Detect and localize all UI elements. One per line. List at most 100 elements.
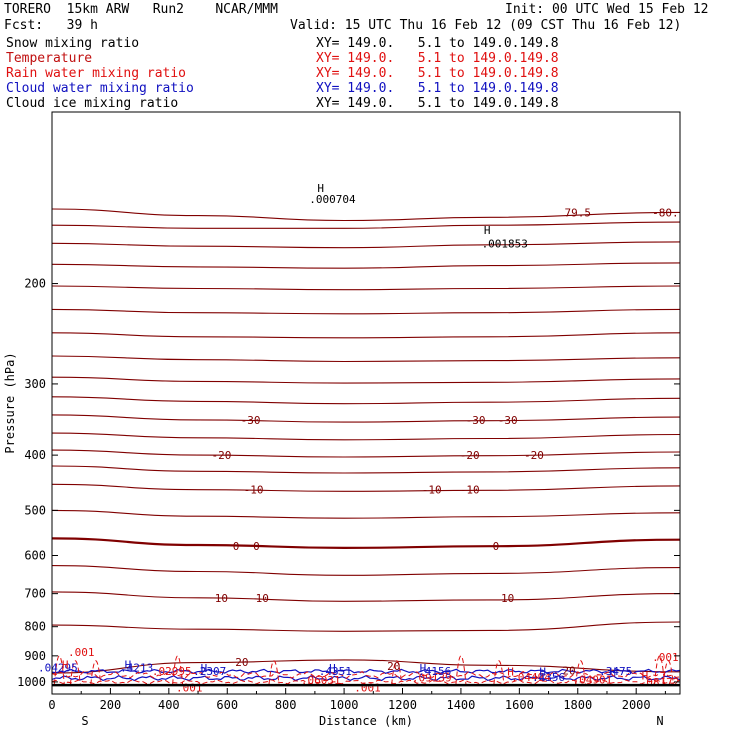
contour-label: -30 [498,414,518,427]
xy-temperature: XY= 149.0. 5.1 to 149.0.149.8 [316,51,559,66]
cloud-water-contour-upper [51,668,681,675]
isotherm--10 [51,483,681,492]
contour-label: .4156 [418,665,451,678]
valid-time: Valid: 15 UTC Thu 16 Feb 12 (09 CST Thu … [290,18,682,33]
xy-rain: XY= 149.0. 5.1 to 149.0.149.8 [316,66,559,81]
forecast-hour: Fcst: 39 h [4,18,98,33]
contour-label: 10 [501,592,514,605]
rain-spike [391,660,403,685]
maximum-marker: H [610,665,617,678]
y-tick-label: 400 [24,448,46,462]
isotherm--65 [51,262,681,269]
isotherm--15 [51,465,681,474]
isotherm--25 [51,432,681,441]
isotherm--20 [51,449,681,458]
x-tick-label: 1400 [446,698,475,712]
contour-label: 0 [493,540,500,553]
contour-label: 10 [256,592,269,605]
contour-label: .000704 [309,193,356,206]
maximum-marker: H [125,658,132,671]
contour-label: .02995 [152,665,192,678]
rain-contour-inner [51,679,681,685]
rain-spike [268,660,280,685]
x-tick-label: 1000 [330,698,359,712]
contour-label: .001853 [482,237,528,250]
legend-rain: Rain water mixing ratio [6,66,187,81]
x-tick-label: 600 [216,698,238,712]
contour-label: .001 [652,651,679,664]
isotherm--70 [51,241,681,249]
contour-label: -10 [422,484,442,497]
xy-cloud-ice: XY= 149.0. 5.1 to 149.0.149.8 [316,96,559,111]
isotherm--5 [51,509,681,519]
isotherm-5 [51,565,681,576]
init-time: Init: 00 UTC Wed 15 Feb 12 [505,2,709,17]
contour-label: .001 [354,681,381,694]
contour-label: 0 [253,540,260,553]
rain-spike [53,655,65,685]
x-tick-label: 800 [275,698,297,712]
rain-spike [69,660,81,685]
y-tick-label: 1000 [17,675,46,689]
rain-spike [455,655,467,685]
x-tick-label: 1800 [563,698,592,712]
isotherm--30 [51,414,681,423]
isotherm--60 [51,285,681,291]
contour-label: .001 [68,646,95,659]
maximum-marker: H [539,665,546,678]
contour-label: 20 [562,665,575,678]
x-tick-label: 2000 [622,698,651,712]
contour-label: .04295 [38,662,78,675]
y-tick-label: 800 [24,620,46,634]
model-title: TORERO 15km ARW Run2 NCAR/MMM [4,2,278,17]
contour-label: .09139 [412,671,452,684]
y-axis-label: Pressure (hPa) [3,352,17,453]
isotherm--45 [51,355,681,363]
contour-labels: -80.79.5-30 -30 -30-20 -20 -20-10 -10 -100 0 010… [38,182,679,694]
contour-label: -80. [652,206,679,219]
isotherm--35 [51,396,681,405]
y-tick-label: 300 [24,377,46,391]
rain-spike [493,660,505,685]
isotherm--50 [51,332,681,339]
rain-spike [172,655,184,685]
contour-label: 0 [233,540,240,553]
temperature-isotherms [51,208,681,674]
isotherm-20 [51,659,681,674]
contour-label: -10 [460,484,480,497]
contour-label: .001 [176,681,203,694]
rain-spike [575,660,587,685]
x-tick-label: 400 [158,698,180,712]
x-tick-label: 1600 [505,698,534,712]
y-tick-label: 900 [24,649,46,663]
isotherm--80 [51,208,681,222]
y-tick-label: 500 [24,503,46,517]
contour-label: -20 [524,449,544,462]
cloud-contours [51,655,681,685]
maximum-marker: H [317,182,324,195]
contour-label: .4356 [532,671,565,684]
contour-label: -10 [244,484,264,497]
maximum-marker: H [201,662,208,675]
contour-label: .2307 [193,665,226,678]
legend-temperature: Temperature [6,51,93,66]
maximum-marker: H [484,224,491,237]
contour-label: .04494 [511,671,551,684]
contour-label: .4351 [319,665,352,678]
north-label: N [656,714,663,728]
contour-label: -30 [241,414,261,427]
x-tick-label: 0 [48,698,55,712]
contour-label: -20 [460,449,480,462]
y-tick-label: 600 [24,548,46,562]
rain-spike [654,655,666,685]
contour-label: 20 [235,656,248,669]
maximum-marker: H [62,658,69,671]
x-tick-label: 1200 [388,698,417,712]
maximum-marker: H [642,670,649,683]
isotherm--55 [51,308,681,315]
plot-frame [51,111,681,695]
isotherm-10 [51,591,681,602]
contour-label: 20 [387,660,400,673]
isotherm-15 [51,621,681,632]
